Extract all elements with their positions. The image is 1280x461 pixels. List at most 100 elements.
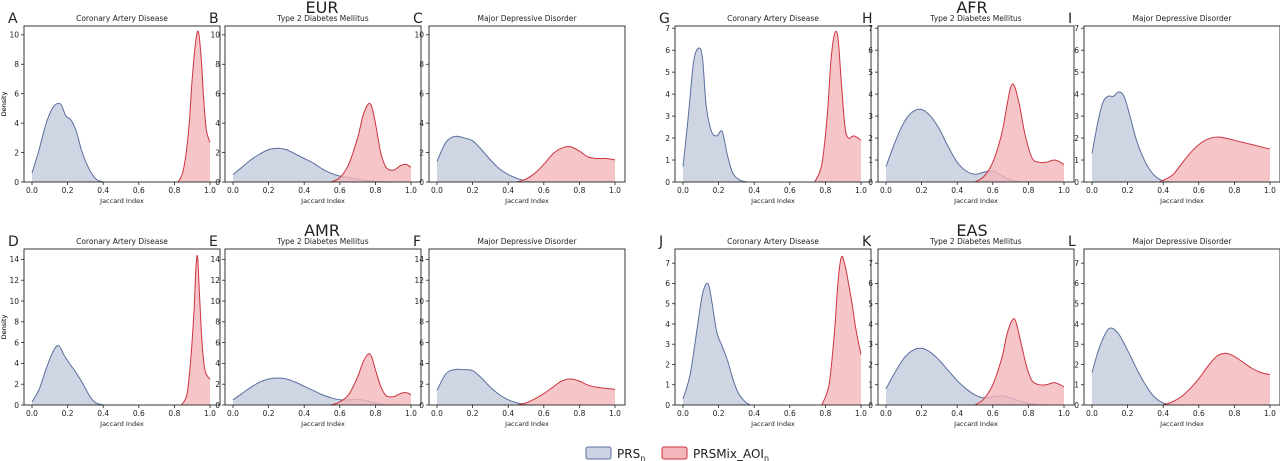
density-area-prs	[437, 369, 535, 405]
plot-frame	[877, 248, 1075, 406]
x-tick-label: 0.4	[298, 186, 310, 195]
x-tick-label: 0.8	[369, 409, 381, 418]
y-tick-label: 4	[868, 320, 873, 329]
y-tick-label: 14	[9, 255, 19, 264]
x-tick-label: 0.4	[1157, 186, 1169, 195]
x-tick-label: 0.0	[1086, 409, 1098, 418]
density-line-prsmix	[330, 102, 412, 183]
panel-letter: A	[8, 11, 18, 27]
panel-title: Type 2 Diabetes Mellitus	[276, 14, 368, 23]
x-tick-label: 0.6	[784, 186, 796, 195]
y-tick-label: 0	[215, 178, 220, 187]
panel-g: 0.0 0.2 0.4 0.6 0.8 1.0 Jaccard Index 0 1 2 3 4 5 6 7 D…	[0, 11, 872, 205]
x-tick-label: 0.8	[573, 409, 585, 418]
x-tick-label: 0.6	[133, 186, 145, 195]
x-tick-label: 0.6	[1193, 409, 1205, 418]
panel-letter: H	[862, 11, 873, 27]
x-axis-label: Jaccard Index	[750, 197, 795, 205]
y-tick-label: 4	[868, 90, 873, 99]
y-tick-label: 6	[14, 338, 19, 347]
panel-letter: C	[413, 11, 423, 27]
y-tick-label: 4	[1074, 320, 1079, 329]
y-tick-label: 2	[665, 134, 670, 143]
x-tick-label: 0.4	[298, 409, 310, 418]
density-line-prs	[1091, 91, 1173, 183]
y-tick-label: 10	[9, 31, 19, 40]
x-tick-label: 0.2	[263, 186, 275, 195]
panel-f: 0.0 0.2 0.4 0.6 0.8 1.0 Jaccard Index 0 2 4 6 8 10 12…	[413, 234, 626, 428]
x-tick-label: 0.0	[26, 409, 38, 418]
panel-b: 0.0 0.2 0.4 0.6 0.8 1.0 Jaccard Index 0 2 4 6 8 10 Ty…	[209, 11, 422, 205]
density-line-prsmix	[330, 353, 412, 406]
y-tick-label: 5	[665, 68, 670, 77]
plot-frame	[1083, 248, 1280, 406]
x-tick-label: 0.4	[951, 409, 963, 418]
y-tick-label: 4	[1074, 90, 1079, 99]
y-tick-label: 2	[14, 148, 19, 157]
y-tick-label: 3	[868, 112, 873, 121]
y-tick-label: 3	[868, 340, 873, 349]
legend-label-prsmix: PRSMix_AOIn	[693, 447, 769, 461]
density-line-prs	[31, 345, 104, 406]
y-tick-label: 0	[14, 401, 19, 410]
density-area-prs	[32, 103, 104, 182]
y-tick-label: 10	[9, 297, 19, 306]
x-tick-label: 0.8	[819, 186, 831, 195]
y-tick-label: 4	[215, 359, 220, 368]
y-tick-label: 8	[215, 60, 220, 69]
density-area-prsmix	[178, 31, 210, 183]
plot-frame	[877, 25, 1075, 183]
density-area-prs	[886, 109, 1020, 182]
panel-title: Coronary Artery Disease	[727, 237, 819, 246]
density-line-prsmix	[1163, 352, 1271, 406]
density-area-prs	[1092, 327, 1173, 405]
panel-i: 0.0 0.2 0.4 0.6 0.8 1.0 Jaccard Index 0 1 2 3 4 5 6 7 M…	[1068, 11, 1280, 205]
panel-letter: K	[862, 234, 872, 250]
y-tick-label: 5	[868, 300, 873, 309]
y-tick-label: 1	[1074, 156, 1079, 165]
x-tick-label: 0.6	[538, 409, 550, 418]
panel-title: Major Depressive Disorder	[478, 14, 578, 23]
x-tick-label: 0.0	[677, 409, 689, 418]
x-tick-label: 1.0	[204, 186, 216, 195]
panel-letter: G	[659, 11, 670, 27]
panel-title: Coronary Artery Disease	[76, 237, 168, 246]
x-tick-label: 1.0	[405, 409, 417, 418]
y-tick-label: 7	[665, 24, 670, 33]
y-tick-label: 0	[1074, 178, 1079, 187]
panel-a: 0.0 0.2 0.4 0.6 0.8 1.0 Jaccard Index 0 2 4 6 8 10 De…	[0, 11, 221, 205]
y-tick-label: 8	[14, 60, 19, 69]
density-area-prs	[32, 345, 104, 405]
y-tick-label: 4	[419, 359, 424, 368]
density-line-prs	[436, 135, 535, 183]
y-tick-label: 12	[210, 276, 220, 285]
plot-frame	[428, 248, 626, 406]
x-tick-label: 1.0	[609, 409, 621, 418]
x-tick-label: 0.6	[987, 186, 999, 195]
y-tick-label: 3	[1074, 340, 1079, 349]
y-tick-label: 6	[419, 89, 424, 98]
panel-title: Coronary Artery Disease	[76, 14, 168, 23]
panel-title: Coronary Artery Disease	[727, 14, 819, 23]
density-area-prsmix	[330, 353, 411, 405]
x-tick-label: 0.2	[467, 186, 479, 195]
density-area-prsmix	[517, 379, 615, 405]
y-tick-label: 0	[1074, 401, 1079, 410]
y-tick-label: 0	[868, 178, 873, 187]
y-tick-label: 2	[868, 134, 873, 143]
y-tick-label: 12	[414, 276, 424, 285]
x-tick-label: 0.2	[713, 409, 725, 418]
plot-frame	[1083, 25, 1280, 183]
density-line-prs	[1091, 327, 1173, 406]
x-tick-label: 0.2	[263, 409, 275, 418]
y-tick-label: 2	[665, 360, 670, 369]
x-tick-label: 0.2	[1122, 186, 1134, 195]
density-area-prsmix	[975, 83, 1064, 182]
x-tick-label: 0.6	[784, 409, 796, 418]
x-tick-label: 1.0	[1058, 409, 1070, 418]
x-tick-label: 0.8	[819, 409, 831, 418]
y-tick-label: 4	[215, 119, 220, 128]
density-area-prs	[233, 148, 394, 182]
x-axis-label: Jaccard Index	[1159, 197, 1204, 205]
y-tick-label: 5	[665, 300, 670, 309]
